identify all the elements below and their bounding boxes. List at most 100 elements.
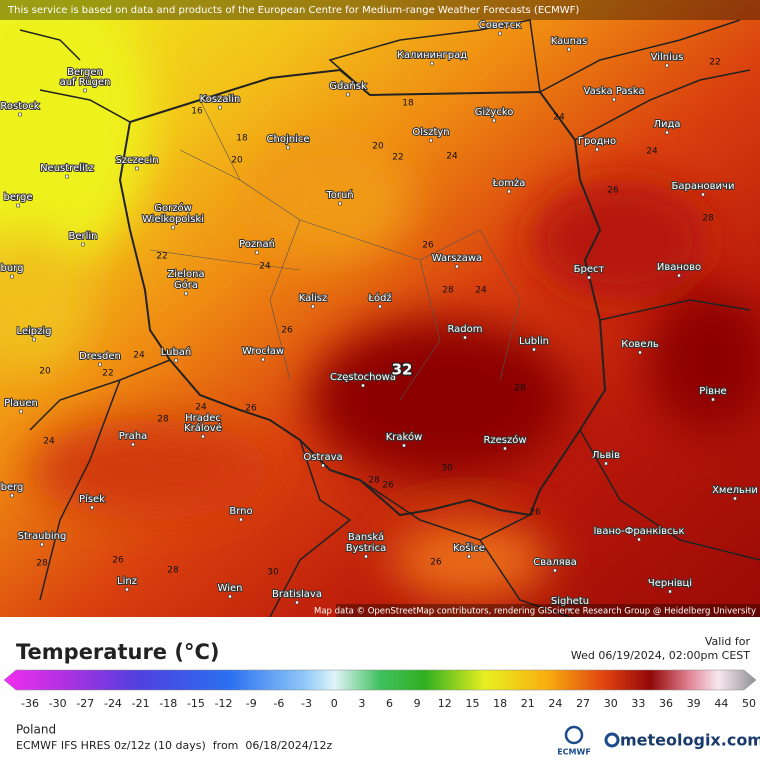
- city-label: Барановичи: [672, 181, 735, 192]
- city-marker: [10, 493, 14, 498]
- city-marker: [338, 201, 342, 206]
- city-marker: [595, 147, 599, 152]
- contour-label: 22: [156, 252, 167, 262]
- colorbar-tick-label: 12: [438, 697, 452, 710]
- city-marker: [665, 130, 669, 135]
- city-marker: [201, 434, 205, 439]
- contour-label: 24: [446, 152, 458, 162]
- city-label: Брест: [574, 264, 605, 275]
- colorbar-tick-label: 30: [604, 697, 618, 710]
- city-label: Рівне: [699, 385, 726, 397]
- colorbar-tick-label: -30: [49, 697, 67, 710]
- city-marker: [361, 383, 365, 388]
- city-marker: [532, 347, 536, 352]
- city-marker: [261, 357, 265, 362]
- contour-label: 28: [36, 559, 48, 569]
- city-marker: [677, 273, 681, 278]
- city-marker: [90, 505, 94, 510]
- city-label: Szczecin: [115, 155, 158, 166]
- banner: This service is based on data and produc…: [7, 5, 579, 16]
- city-label: Ostrava: [303, 452, 342, 463]
- colorbar-tick-label: 21: [521, 697, 535, 710]
- banner-bg: [0, 0, 760, 20]
- city-label: Bratislava: [272, 589, 322, 600]
- city-marker: [498, 31, 502, 36]
- city-label: Kraków: [386, 431, 423, 443]
- contour-label: 30: [267, 568, 279, 578]
- contour-label: 24: [553, 113, 565, 123]
- model-info: ECMWF IFS HRES 0z/12z (10 days) from 06/…: [16, 739, 332, 752]
- colorbar-tick-label: 18: [493, 697, 507, 710]
- city-marker: [463, 335, 467, 340]
- city-marker: [10, 274, 14, 279]
- city-marker: [125, 587, 129, 592]
- city-marker: [492, 118, 496, 123]
- city-marker: [295, 600, 299, 605]
- colorbar-tick-label: 6: [386, 697, 393, 710]
- colorbar-tick-label: -6: [273, 697, 284, 710]
- colorbar-tick-label: -18: [159, 697, 177, 710]
- colorbar-tick-label: -21: [132, 697, 150, 710]
- city-marker: [40, 542, 44, 547]
- city-marker: [604, 461, 608, 466]
- contour-label: 26: [281, 326, 293, 336]
- colorbar-tick-label: -9: [246, 697, 257, 710]
- city-label: Vaska Paska: [584, 86, 645, 97]
- city-marker: [467, 554, 471, 559]
- contour-label: 24: [133, 351, 145, 361]
- city-label: Košice: [453, 542, 485, 554]
- city-label: berge: [4, 192, 33, 203]
- contour-label: 22: [709, 58, 720, 68]
- city-label: Lublin: [519, 336, 549, 347]
- city-label: Wielkopolski: [142, 214, 204, 225]
- city-label: Rostock: [0, 101, 39, 112]
- city-label: Гродно: [578, 136, 616, 147]
- contour-label: 18: [236, 134, 248, 144]
- contour-label: 26: [422, 241, 434, 251]
- city-label: Lubań: [161, 346, 192, 358]
- colorbar-tick-label: -3: [301, 697, 312, 710]
- city-marker: [321, 463, 325, 468]
- city-label: Wrocław: [242, 346, 284, 357]
- colorbar-tick-label: -24: [104, 697, 122, 710]
- city-marker: [568, 607, 572, 612]
- city-marker: [311, 304, 315, 309]
- city-marker: [346, 92, 350, 97]
- region: Poland: [16, 723, 56, 737]
- city-marker: [402, 443, 406, 448]
- colorbar-tick-label: 33: [631, 697, 645, 710]
- colorbar-tick-label: -12: [215, 697, 233, 710]
- contour-label: 30: [441, 464, 453, 474]
- city-marker: [587, 275, 591, 280]
- city-marker: [98, 362, 102, 367]
- city-label: Bystrica: [346, 543, 386, 554]
- city-label: Chojnice: [267, 134, 310, 145]
- contour-label: 24: [646, 147, 658, 157]
- city-label: Sighetu: [551, 596, 589, 607]
- city-marker: [711, 397, 715, 402]
- city-marker: [18, 112, 22, 117]
- city-marker: [32, 337, 36, 342]
- colorbar-tick-label: 44: [714, 697, 728, 710]
- contour-label: 28: [157, 415, 169, 425]
- city-label: Warszawa: [432, 253, 482, 264]
- city-marker: [378, 304, 382, 309]
- city-label: Plauen: [4, 398, 38, 409]
- city-marker: [131, 442, 135, 447]
- city-label: Zielona: [167, 269, 204, 280]
- city-marker: [83, 88, 87, 93]
- colorbar-tick-label: 27: [576, 697, 590, 710]
- max-label: 32: [392, 361, 413, 379]
- city-marker: [19, 409, 23, 414]
- city-marker: [455, 264, 459, 269]
- contour-label: 28: [514, 384, 526, 394]
- city-label: burg: [1, 263, 24, 274]
- city-label: Góra: [174, 279, 198, 291]
- city-label: Советск: [479, 20, 522, 31]
- city-label: Radom: [447, 324, 482, 335]
- colorbar-tick-label: -27: [76, 697, 94, 710]
- city-label: Berlin: [68, 231, 97, 242]
- city-label: Leipzig: [16, 326, 51, 337]
